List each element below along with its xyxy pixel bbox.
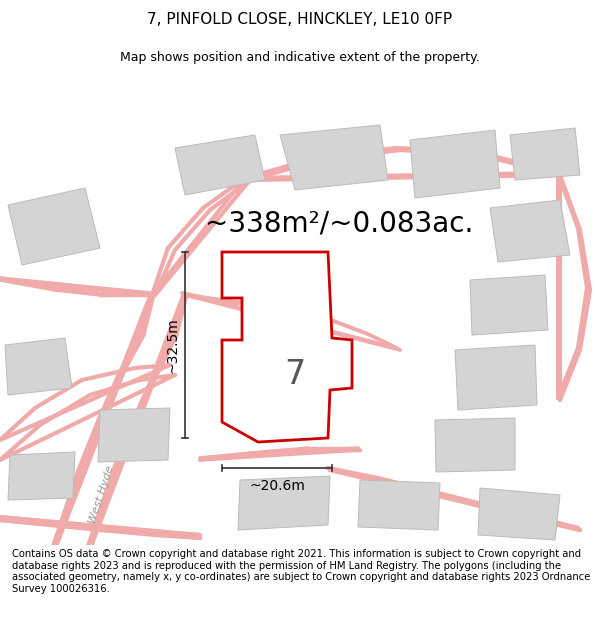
Polygon shape bbox=[8, 188, 100, 265]
Text: ~338m²/~0.083ac.: ~338m²/~0.083ac. bbox=[205, 209, 473, 237]
Polygon shape bbox=[238, 476, 330, 530]
Polygon shape bbox=[280, 125, 388, 190]
Polygon shape bbox=[435, 418, 515, 472]
Text: Contains OS data © Crown copyright and database right 2021. This information is : Contains OS data © Crown copyright and d… bbox=[12, 549, 590, 594]
Polygon shape bbox=[98, 408, 170, 462]
Polygon shape bbox=[510, 128, 580, 180]
Polygon shape bbox=[8, 452, 75, 500]
Text: 7, PINFOLD CLOSE, HINCKLEY, LE10 0FP: 7, PINFOLD CLOSE, HINCKLEY, LE10 0FP bbox=[148, 12, 452, 28]
Text: West Hyde: West Hyde bbox=[88, 464, 116, 526]
Polygon shape bbox=[478, 488, 560, 540]
Polygon shape bbox=[470, 275, 548, 335]
Text: Map shows position and indicative extent of the property.: Map shows position and indicative extent… bbox=[120, 51, 480, 64]
Text: ~32.5m: ~32.5m bbox=[166, 317, 180, 373]
Polygon shape bbox=[222, 252, 352, 442]
Text: 7: 7 bbox=[284, 359, 305, 391]
Polygon shape bbox=[490, 200, 570, 262]
Text: ~20.6m: ~20.6m bbox=[249, 479, 305, 493]
Polygon shape bbox=[5, 338, 72, 395]
Polygon shape bbox=[410, 130, 500, 198]
Polygon shape bbox=[358, 480, 440, 530]
Polygon shape bbox=[175, 135, 265, 195]
Polygon shape bbox=[455, 345, 537, 410]
